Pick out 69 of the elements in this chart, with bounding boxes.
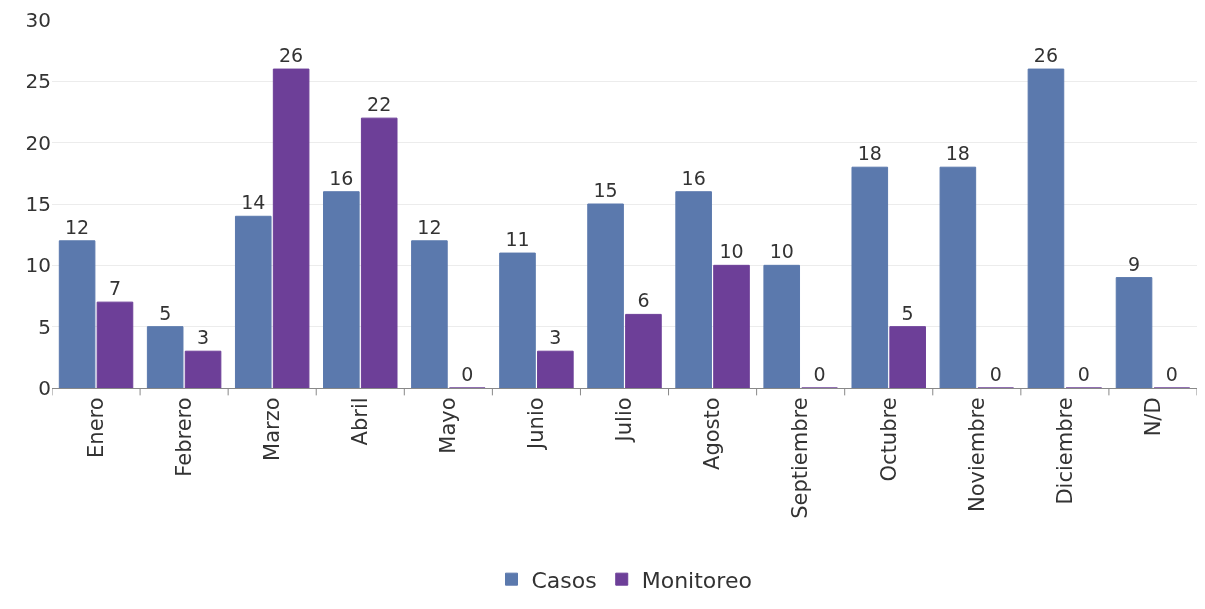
bar [889,326,926,388]
data-label: 16 [329,166,354,189]
bar [360,117,398,388]
x-tick-label: Mayo [436,397,461,454]
bar [411,240,448,388]
bar [272,68,310,388]
bar [587,203,624,388]
data-label: 0 [1165,363,1178,385]
x-tick-label: Abril [348,397,373,446]
y-tick-label: 10 [25,253,51,278]
x-tick-label: Septiembre [788,397,813,519]
y-tick-label: 0 [38,376,51,400]
data-label: 6 [637,289,650,312]
y-tick-label: 25 [25,69,51,94]
legend-label: Casos [531,567,597,593]
x-tick-label: Enero [83,397,108,458]
data-label: 0 [989,363,1002,385]
y-tick-label: 20 [25,130,51,155]
bar [763,264,801,388]
bar [1027,68,1065,388]
x-tick-label: N/D [1140,397,1165,437]
bar [234,215,272,388]
bar [96,301,134,388]
y-tick-label: 30 [25,8,51,32]
data-label: 0 [813,363,826,385]
x-tick-label: Junio [524,397,549,451]
data-label: 15 [593,179,618,201]
bar [499,252,536,388]
data-label: 3 [549,326,562,349]
data-label: 26 [279,44,304,67]
data-label: 7 [108,277,122,300]
data-label: 22 [367,93,392,116]
bar [675,191,712,388]
bar [851,166,889,388]
x-tick-label: Julio [612,397,637,444]
bar [713,264,750,388]
data-label: 14 [241,191,266,214]
bar [146,326,184,388]
data-label: 5 [901,301,914,324]
data-label: 26 [1033,44,1059,67]
data-label: 18 [945,142,970,165]
data-label: 0 [461,363,474,385]
bar [323,191,360,388]
x-tick-label: Octubre [876,397,901,482]
data-label: 12 [65,215,90,238]
data-label: 10 [719,240,744,263]
data-label: 3 [197,326,210,349]
x-tick-label: Agosto [700,397,725,470]
data-label: 9 [1127,252,1141,275]
legend-label: Monitoreo [641,567,752,593]
x-tick-label: Diciembre [1052,397,1077,505]
bar [537,350,574,388]
bar [58,240,96,388]
data-label: 16 [681,166,706,189]
data-label: 10 [769,240,794,263]
y-tick-label: 15 [25,192,51,216]
data-label: 0 [1077,363,1090,385]
bar [625,313,662,388]
bar [184,350,222,388]
data-label: 5 [159,301,172,324]
bar [939,166,977,388]
x-tick-label: Marzo [260,397,285,461]
data-label: 11 [505,228,530,251]
bar [1115,277,1153,388]
y-tick-label: 5 [38,314,51,339]
x-tick-label: Febrero [171,397,196,477]
x-tick-label: Noviembre [964,397,989,513]
data-label: 12 [417,215,442,238]
data-label: 18 [857,142,882,165]
